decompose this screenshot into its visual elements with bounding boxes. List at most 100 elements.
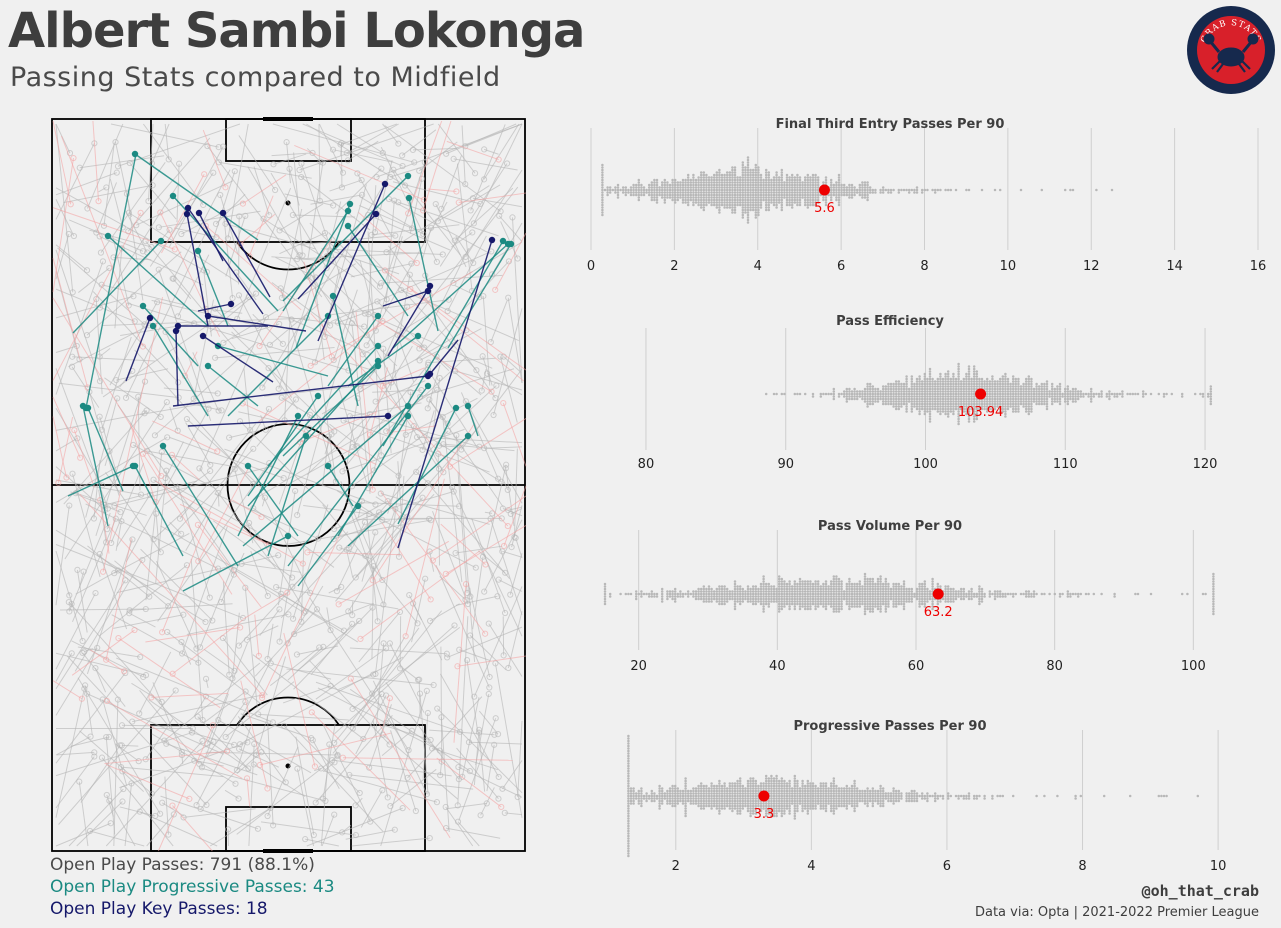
failed-pass (161, 173, 205, 254)
swarm-dot (957, 385, 960, 388)
swarm-dot (1001, 380, 1005, 383)
failed-pass (60, 135, 144, 347)
swarm-dot (712, 196, 716, 199)
completed-pass (188, 731, 235, 746)
swarm-dot (832, 580, 836, 583)
swarm-dot (954, 382, 958, 386)
completed-pass-origin (265, 405, 273, 413)
swarm-dot (879, 602, 882, 606)
swarm-dot (991, 407, 994, 411)
failed-pass (446, 140, 499, 161)
swarm-dot (1022, 400, 1025, 403)
swarm-dot (993, 590, 997, 593)
swarm-dot (931, 582, 934, 586)
completed-pass (447, 235, 487, 312)
swarm-dot (798, 193, 802, 197)
swarm-dot (915, 592, 919, 596)
swarm-dot (837, 597, 841, 601)
swarm-dot (894, 600, 898, 603)
completed-pass-origin (65, 230, 72, 238)
completed-pass (299, 123, 434, 171)
completed-pass (432, 377, 441, 432)
swarm-dot (676, 592, 680, 596)
swarm-dot (749, 173, 752, 177)
swarm-dot (689, 592, 693, 596)
swarm-dot (673, 196, 677, 199)
swarm-dot (1079, 592, 1083, 596)
swarm-dot (832, 610, 836, 613)
swarm-dot (814, 188, 817, 192)
swarm-dot (731, 592, 734, 596)
swarm-dot (733, 193, 737, 197)
swarm-dot (705, 600, 708, 603)
swarm-dot (816, 193, 820, 197)
swarm-dot (718, 183, 721, 187)
swarm-dot (731, 206, 734, 209)
swarm-dot (975, 417, 979, 421)
swarm-dot (780, 585, 784, 588)
swarm-dot (663, 196, 667, 199)
completed-pass-origin (264, 655, 271, 663)
swarm-dot (853, 597, 856, 601)
swarm-dot (1193, 392, 1197, 396)
swarm-dot (725, 595, 729, 598)
swarm-dot (741, 211, 745, 214)
completed-pass-origin (512, 534, 519, 542)
swarm-dot (634, 193, 638, 197)
beeswarm-panels: Final Third Entry Passes Per 900 2 4 6 8 10 12… (587, 117, 1266, 874)
completed-pass (128, 303, 349, 371)
swarm-dot (1212, 580, 1215, 583)
completed-pass (263, 218, 355, 278)
swarm-dot (905, 390, 908, 393)
completed-pass (359, 502, 460, 507)
swarm-dot (889, 402, 893, 406)
progressive-pass (347, 335, 419, 387)
swarm-dot (861, 590, 864, 593)
swarm-dot (1004, 375, 1007, 378)
swarm-dot (1209, 392, 1213, 396)
swarm-dot (863, 181, 867, 184)
swarm-dot (762, 580, 765, 583)
swarm-dot (965, 395, 968, 398)
swarm-dot (1066, 595, 1070, 598)
completed-pass (293, 727, 361, 794)
swarm-dot (702, 181, 706, 184)
panel-title: Final Third Entry Passes Per 90 (776, 117, 1005, 132)
key-pass (387, 285, 431, 357)
completed-pass (74, 559, 143, 672)
progressive-pass (247, 465, 299, 537)
failed-pass (248, 195, 274, 257)
swarm-dot (866, 402, 869, 406)
completed-pass (239, 656, 404, 745)
swarm-dot (863, 575, 867, 578)
completed-pass-origin (278, 294, 286, 301)
swarm-dot (699, 191, 703, 194)
swarm-dot (970, 595, 973, 598)
swarm-dot (887, 600, 890, 603)
swarm-dot (866, 392, 869, 396)
swarm-dot (759, 198, 763, 202)
swarm-dot (887, 400, 890, 403)
failed-pass (152, 420, 218, 452)
swarm-dot (1022, 390, 1025, 393)
completed-pass (349, 774, 474, 790)
swarm-dot (972, 377, 976, 381)
completed-pass-origin (491, 741, 498, 748)
completed-pass (293, 152, 304, 256)
swarm-dot (1027, 380, 1031, 383)
completed-pass (122, 770, 145, 792)
completed-pass-origin (501, 609, 509, 617)
swarm-dot (962, 395, 966, 398)
swarm-dot (887, 385, 890, 388)
swarm-dot (1001, 405, 1005, 408)
swarm-dot (824, 592, 828, 596)
swarm-dot (954, 400, 958, 403)
swarm-dot (811, 198, 815, 202)
swarm-dot (866, 595, 869, 598)
swarm-dot (902, 590, 906, 593)
completed-pass-origin (202, 675, 210, 682)
failed-pass (310, 271, 473, 367)
swarm-dot (673, 590, 677, 593)
swarm-dot (725, 176, 729, 179)
swarm-dot (998, 395, 1002, 398)
